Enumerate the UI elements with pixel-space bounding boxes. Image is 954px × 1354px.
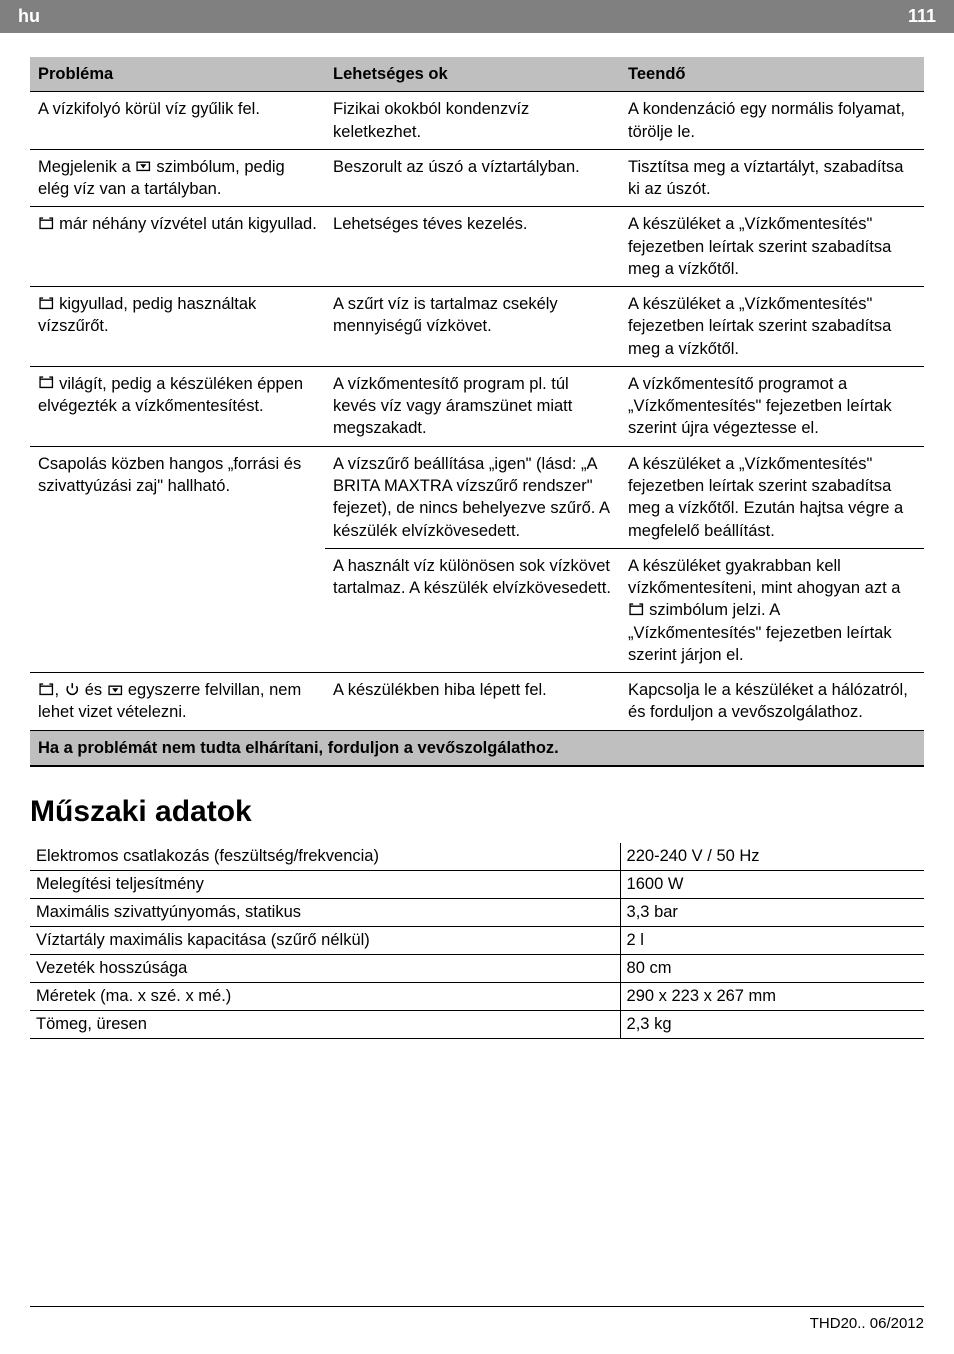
cell-problem: Csapolás közben hangos „forrási és sziva…: [30, 446, 325, 672]
cell-action: A készüléket a „Vízkőmentesítés" fejezet…: [620, 287, 924, 367]
troubleshooting-table: Probléma Lehetséges ok Teendő A vízkifol…: [30, 57, 924, 767]
table-row: Vezeték hosszúsága80 cm: [30, 954, 924, 982]
spec-label: Vezeték hosszúsága: [30, 954, 620, 982]
calc-icon: [38, 215, 55, 232]
cell-action: A kondenzáció egy normális folyamat, tör…: [620, 92, 924, 150]
calc-icon: [38, 295, 55, 312]
spec-value: 1600 W: [620, 870, 924, 898]
table-row: Víztartály maximális kapacitása (szűrő n…: [30, 926, 924, 954]
page-footer: THD20.. 06/2012: [30, 1306, 924, 1332]
table-row: Maximális szivattyúnyomás, statikus3,3 b…: [30, 898, 924, 926]
table-row: világít, pedig a készüléken éppen elvége…: [30, 366, 924, 446]
cell-problem: kigyullad, pedig használtak vízszűrőt.: [30, 287, 325, 367]
cell-problem: világít, pedig a készüléken éppen elvége…: [30, 366, 325, 446]
calc-icon: [628, 601, 645, 618]
cell-action: A vízkőmentesítő programot a „Vízkőmente…: [620, 366, 924, 446]
table-row: már néhány vízvétel után kigyullad.Lehet…: [30, 207, 924, 287]
table-row: Tömeg, üresen2,3 kg: [30, 1010, 924, 1038]
page-header: hu 111: [0, 0, 954, 33]
spec-value: 80 cm: [620, 954, 924, 982]
cell-cause: A vízszűrő beállítása „igen" (lásd: „A B…: [325, 446, 620, 548]
cell-cause: A vízkőmentesítő program pl. túl kevés v…: [325, 366, 620, 446]
table-row: Csapolás közben hangos „forrási és sziva…: [30, 446, 924, 548]
spec-label: Méretek (ma. x szé. x mé.): [30, 982, 620, 1010]
cell-cause: A használt víz különösen sok vízkövet ta…: [325, 548, 620, 672]
th-problem: Probléma: [30, 57, 325, 92]
spec-value: 290 x 223 x 267 mm: [620, 982, 924, 1010]
cell-cause: A készülékben hiba lépett fel.: [325, 673, 620, 731]
cell-cause: A szűrt víz is tartalmaz csekély mennyis…: [325, 287, 620, 367]
cell-action: A készüléket gyakrabban kell vízkőmentes…: [620, 548, 924, 672]
page-number: 111: [908, 6, 936, 27]
table-row: , és egyszerre felvillan, nem lehet vize…: [30, 673, 924, 731]
table-row: A vízkifolyó körül víz gyűlik fel.Fizika…: [30, 92, 924, 150]
spec-label: Tömeg, üresen: [30, 1010, 620, 1038]
tap-warn-icon: [135, 157, 152, 174]
spec-label: Víztartály maximális kapacitása (szűrő n…: [30, 926, 620, 954]
cell-problem: , és egyszerre felvillan, nem lehet vize…: [30, 673, 325, 731]
lang-code: hu: [18, 6, 40, 27]
cell-action: Kapcsolja le a készüléket a hálózatról, …: [620, 673, 924, 731]
cell-problem: Megjelenik a szimbólum, pedig elég víz v…: [30, 149, 325, 207]
table-row: Megjelenik a szimbólum, pedig elég víz v…: [30, 149, 924, 207]
table-row: Elektromos csatlakozás (feszültség/frekv…: [30, 843, 924, 871]
spec-value: 220-240 V / 50 Hz: [620, 843, 924, 871]
spec-label: Elektromos csatlakozás (feszültség/frekv…: [30, 843, 620, 871]
trouble-footer: Ha a problémát nem tudta elhárítani, for…: [30, 730, 924, 766]
power-icon: [64, 681, 81, 698]
cell-action: A készüléket a „Vízkőmentesítés" fejezet…: [620, 446, 924, 548]
specs-table: Elektromos csatlakozás (feszültség/frekv…: [30, 843, 924, 1039]
cell-problem: A vízkifolyó körül víz gyűlik fel.: [30, 92, 325, 150]
spec-label: Maximális szivattyúnyomás, statikus: [30, 898, 620, 926]
spec-value: 3,3 bar: [620, 898, 924, 926]
tap-warn-icon: [107, 681, 124, 698]
spec-value: 2 l: [620, 926, 924, 954]
table-row: Melegítési teljesítmény1600 W: [30, 870, 924, 898]
spec-label: Melegítési teljesítmény: [30, 870, 620, 898]
table-row: kigyullad, pedig használtak vízszűrőt.A …: [30, 287, 924, 367]
cell-cause: Lehetséges téves kezelés.: [325, 207, 620, 287]
th-cause: Lehetséges ok: [325, 57, 620, 92]
cell-action: A készüléket a „Vízkőmentesítés" fejezet…: [620, 207, 924, 287]
cell-action: Tisztítsa meg a víztartályt, szabadítsa …: [620, 149, 924, 207]
spec-value: 2,3 kg: [620, 1010, 924, 1038]
cell-cause: Beszorult az úszó a víztartályban.: [325, 149, 620, 207]
calc-icon: [38, 681, 55, 698]
calc-icon: [38, 374, 55, 391]
cell-cause: Fizikai okokból kondenzvíz keletkezhet.: [325, 92, 620, 150]
table-row: Méretek (ma. x szé. x mé.)290 x 223 x 26…: [30, 982, 924, 1010]
cell-problem: már néhány vízvétel után kigyullad.: [30, 207, 325, 287]
section-title: Műszaki adatok: [30, 795, 924, 829]
th-action: Teendő: [620, 57, 924, 92]
